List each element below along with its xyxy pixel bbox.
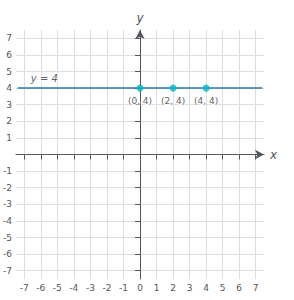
svg-text:-1: -1	[3, 166, 12, 176]
svg-text:-1: -1	[119, 283, 128, 293]
svg-text:(4, 4): (4, 4)	[194, 96, 218, 106]
svg-text:4: 4	[203, 283, 209, 293]
svg-text:-4: -4	[3, 216, 12, 226]
svg-text:-4: -4	[69, 283, 78, 293]
svg-text:-7: -7	[20, 283, 29, 293]
svg-text:y: y	[135, 11, 144, 25]
svg-text:0: 0	[137, 283, 143, 293]
svg-text:y = 4: y = 4	[30, 73, 58, 84]
svg-text:6: 6	[6, 50, 12, 60]
svg-text:-5: -5	[53, 283, 62, 293]
svg-text:-3: -3	[86, 283, 95, 293]
svg-text:-3: -3	[3, 199, 12, 209]
svg-text:5: 5	[6, 67, 12, 77]
svg-text:-5: -5	[3, 233, 12, 243]
svg-text:(0, 4): (0, 4)	[128, 96, 152, 106]
svg-text:3: 3	[187, 283, 193, 293]
svg-text:(2, 4): (2, 4)	[161, 96, 185, 106]
svg-text:7: 7	[6, 33, 12, 43]
svg-text:1: 1	[154, 283, 160, 293]
svg-text:-2: -2	[3, 183, 12, 193]
svg-text:3: 3	[6, 100, 12, 110]
svg-text:6: 6	[236, 283, 242, 293]
svg-text:-2: -2	[102, 283, 111, 293]
svg-text:2: 2	[6, 116, 12, 126]
svg-text:5: 5	[220, 283, 226, 293]
svg-text:-7: -7	[3, 266, 12, 276]
svg-text:-6: -6	[3, 249, 12, 259]
svg-text:-6: -6	[36, 283, 45, 293]
svg-text:2: 2	[170, 283, 176, 293]
svg-text:x: x	[269, 148, 278, 162]
svg-text:1: 1	[6, 133, 12, 143]
svg-text:4: 4	[6, 83, 12, 93]
svg-text:7: 7	[253, 283, 259, 293]
